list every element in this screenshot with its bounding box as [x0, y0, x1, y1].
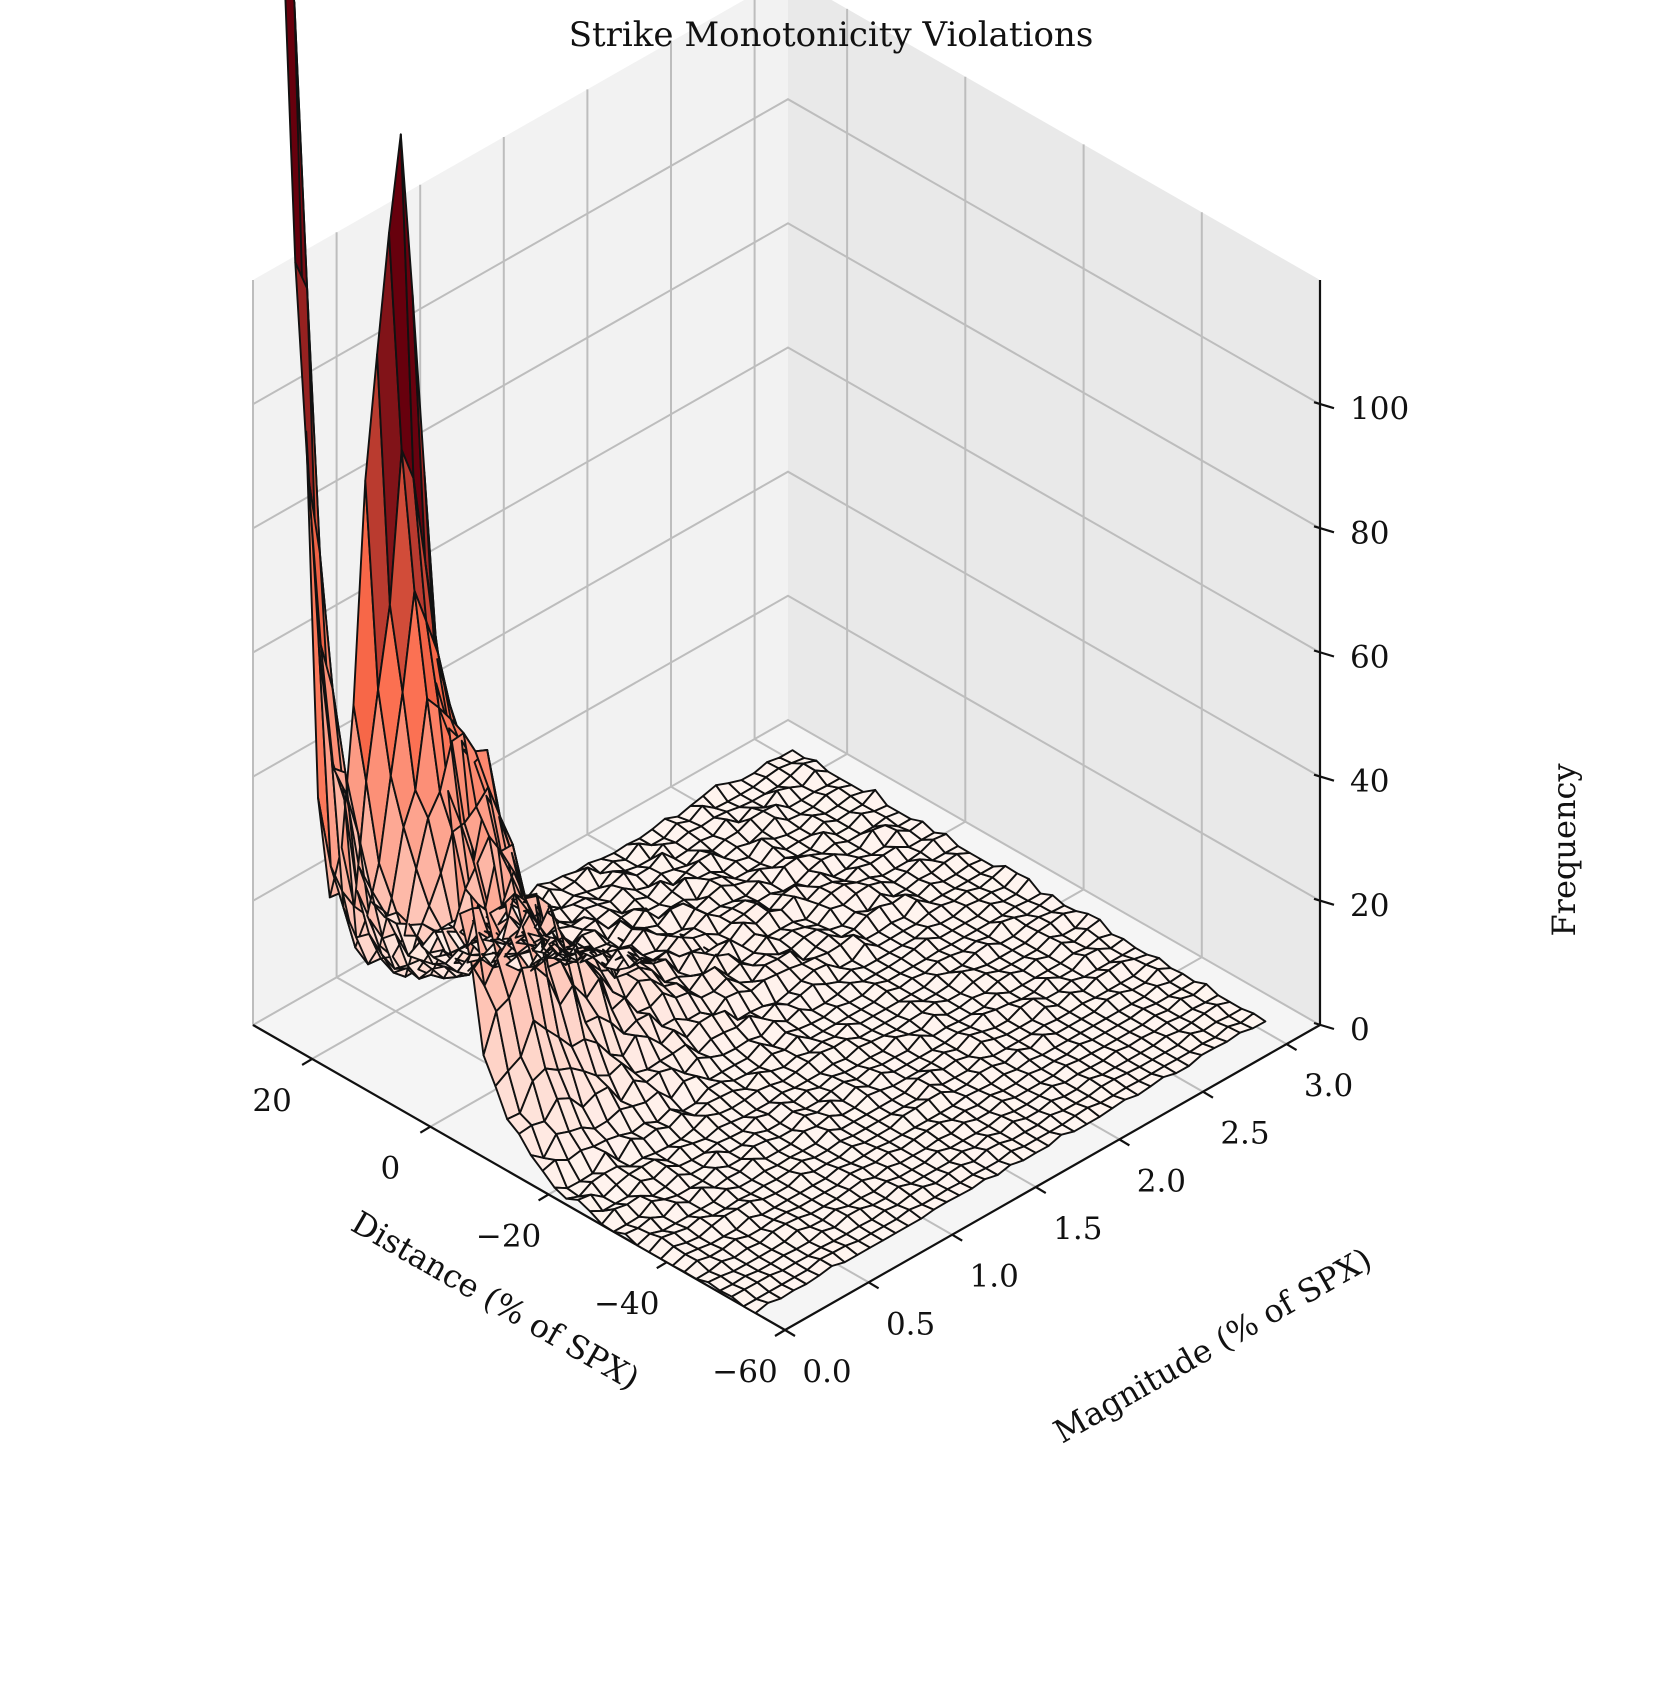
x-tick-mark [301, 1057, 313, 1066]
y-tick-mark [784, 1329, 796, 1337]
x-tick-label: −60 [712, 1354, 777, 1390]
y-tick-mark [1285, 1043, 1298, 1052]
x-tick-mark [774, 1329, 786, 1337]
y-tick-mark [868, 1281, 880, 1290]
z-axis-ticks: 0 20 40 60 80 100 [1313, 391, 1409, 1048]
right-pane [788, 0, 1320, 1025]
x-axis-ticks: 20 0 −20 −40 −60 [252, 1057, 786, 1390]
y-axis-label: Magnitude (% of SPX) [1047, 1240, 1378, 1451]
z-tick-mark [1313, 773, 1335, 782]
y-tick-mark [1202, 1090, 1214, 1099]
y-tick-mark [1118, 1138, 1130, 1147]
z-tick-mark [1313, 1021, 1335, 1031]
x-tick-label: −40 [594, 1286, 659, 1322]
z-tick-mark [1313, 525, 1335, 534]
z-tick-mark [1313, 401, 1335, 410]
z-tick-mark [1313, 649, 1335, 658]
y-axis-ticks: 0.0 0.5 1.0 1.5 2.0 2.5 3.0 [784, 1043, 1353, 1390]
z-gridline [252, 222, 1321, 530]
chart-title: Strike Monotonicity Violations [569, 15, 1094, 55]
z-tick-label: 80 [1350, 515, 1389, 551]
x-tick-mark [419, 1125, 431, 1134]
y-tick-mark [951, 1233, 963, 1242]
z-tick-label: 20 [1350, 888, 1389, 924]
y-tick-mark [1035, 1186, 1047, 1194]
surface-cell [1239, 1012, 1267, 1030]
y-tick-label: 0.5 [886, 1306, 935, 1342]
y-tick-label: 1.0 [970, 1259, 1019, 1295]
x-tick-mark [537, 1193, 550, 1202]
surface-mesh [284, 0, 1267, 1315]
y-tick-label: 2.0 [1137, 1163, 1186, 1199]
y-tick-label: 3.0 [1304, 1068, 1353, 1104]
z-gridline [252, 346, 1321, 654]
y-axis-line [784, 1024, 1321, 1331]
z-tick-label: 0 [1350, 1012, 1370, 1048]
z-tick-label: 40 [1350, 764, 1389, 800]
z-tick-label: 60 [1350, 640, 1389, 676]
y-tick-label: 0.0 [802, 1354, 851, 1390]
y-tick-label: 1.5 [1053, 1211, 1102, 1247]
z-tick-label: 100 [1350, 391, 1409, 427]
x-tick-label: 0 [380, 1151, 400, 1187]
z-tick-mark [1313, 897, 1335, 906]
y-tick-label: 2.5 [1220, 1116, 1269, 1152]
z-axis-label: Frequency [1545, 763, 1583, 936]
x-tick-label: 20 [252, 1083, 291, 1119]
x-tick-label: −20 [476, 1218, 541, 1254]
z-gridline [252, 98, 1321, 406]
x-tick-mark [656, 1261, 668, 1270]
